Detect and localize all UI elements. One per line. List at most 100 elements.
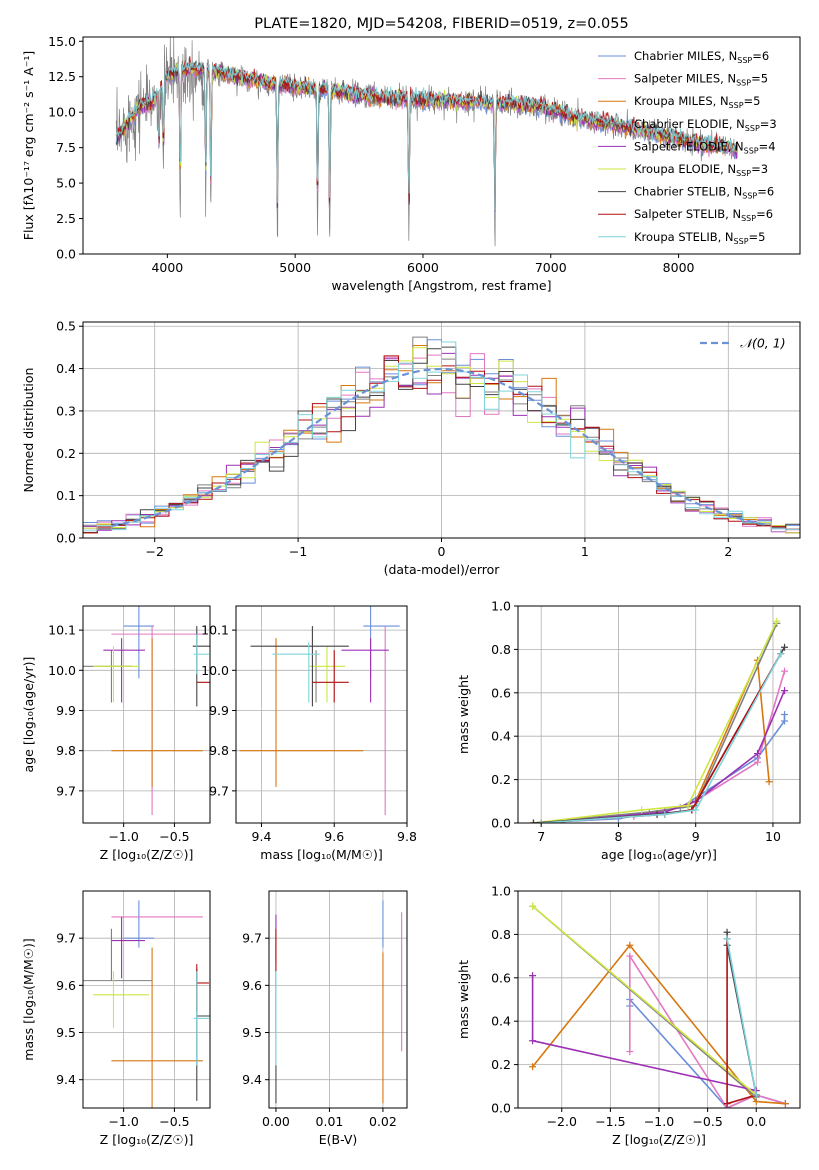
errorbar-6 [250,626,349,707]
weight-marker-6-0 [529,819,537,823]
normal-curve [111,367,769,528]
axes-frame [268,890,408,1109]
weight-marker-2-3 [781,1100,789,1108]
weight-marker-0-5 [781,711,789,718]
y-tick-label-2: 5.0 [56,176,76,191]
y-tick-label-0: 9.4 [56,1072,76,1087]
x-tick-label-3: 1 [581,544,589,559]
y-axis-label: mass weight [456,675,471,754]
errorbar-5 [308,646,346,703]
y-axis-label: Normed distribution [21,368,36,493]
x-tick-label-0: 7 [537,829,545,844]
plot-area-z-age [83,606,210,815]
x-tick-label-4: 8000 [663,260,695,275]
y-tick-label-0: 0.0 [56,531,76,546]
y-tick-label-3: 10.0 [48,663,76,678]
y-tick-label-0: 9.7 [56,783,76,798]
x-axis-label: Z [log₁₀(Z/Z☉)] [100,847,194,862]
axes-frame [82,890,211,1109]
weight-line-4 [531,975,757,1092]
weight-line-5 [532,905,757,1096]
weight-marker-6-0 [723,928,731,936]
plot-area-age-weight [529,617,789,823]
weight-marker-1-1 [626,952,634,960]
y-tick-label-0: 9.7 [209,783,229,798]
y-axis-label: Flux [fλ10⁻¹⁷ erg cm⁻² s⁻¹ A⁻¹] [21,51,36,240]
errorbar-6 [196,968,210,1101]
panel-residuals: 𝒩(0, 1) −2 −1 0 1 2 0.0 0.1 0.2 0.3 0.4 0.5 (data-mo… [21,319,801,577]
x-axis-label: age [log₁₀(age/yr)] [601,847,717,862]
y-tick-label-3: 0.3 [56,403,76,418]
y-tick-label-2: 9.9 [56,703,76,718]
y-tick-label-1: 2.5 [56,211,76,226]
errorbar-7 [196,964,209,1012]
legend: Chabrier MILES, NSSP=6 Salpeter MILES, NS… [598,49,777,246]
weight-marker-4-0 [529,972,537,980]
y-tick-label-3: 9.7 [56,931,76,946]
panel-z-age: −1.0 −0.5 9.7 9.8 9.9 10.0 10.1 Z [log₁₀(Z/Z☉)]… [21,605,211,862]
errorbar-0 [363,606,400,679]
y-tick-label-4: 0.8 [491,642,511,657]
x-tick-label-2: 6000 [407,260,439,275]
weight-marker-5-0 [529,902,537,910]
plot-area-ebv-mass [275,900,403,1104]
y-tick-label-3: 9.7 [242,931,262,946]
panel-z-mass: −1.0 −0.5 9.4 9.5 9.6 9.7 Z [log₁₀(Z/Z☉)] mass … [21,890,211,1147]
y-tick-label-4: 0.4 [56,361,76,376]
legend-entry-5: Kroupa ELODIE, NSSP=3 [634,162,768,178]
y-tick-label-0: 0.0 [491,1101,511,1116]
errorbar-4 [341,638,389,703]
axes-frame [82,36,801,255]
y-axis-label: mass weight [456,960,471,1039]
x-tick-label-0: 4000 [151,260,183,275]
weight-marker-6-3 [781,643,789,651]
legend-entry-2: Kroupa MILES, NSSP=5 [634,94,760,110]
weight-marker-1-4 [781,667,789,675]
y-tick-label-2: 0.4 [491,729,511,744]
weight-marker-1-0 [626,1048,634,1056]
x-tick-label-1: 5000 [279,260,311,275]
y-axis-label: age [log₁₀(age/yr)] [21,657,36,773]
x-tick-label-0: −2 [145,544,163,559]
errorbar-5 [93,646,139,703]
y-tick-label-3: 7.5 [56,140,76,155]
weight-line-2 [531,944,786,1105]
x-tick-label-1: −1 [289,544,307,559]
x-axis-label: mass [log₁₀(M/M☉)] [260,847,382,862]
legend-entry-0: Chabrier MILES, NSSP=6 [634,49,769,65]
y-tick-label-1: 9.8 [209,743,229,758]
weight-marker-8-3 [777,650,785,658]
x-tick-label-4: 2 [724,544,732,559]
y-tick-label-0: 0.0 [491,816,511,831]
weight-marker-7-1 [723,1100,731,1108]
weight-marker-2-0 [529,1063,537,1071]
x-axis-label: Z [log₁₀(Z/Z☉)] [612,1132,706,1147]
model-spectrum-7 [115,56,738,210]
weight-line-6 [533,646,786,823]
y-tick-label-0: 9.4 [242,1072,262,1087]
x-tick-label-0: −1.0 [108,829,138,844]
chart-title: PLATE=1820, MJD=54208, FIBERID=0519, z=0… [254,16,628,32]
axes-frame [517,605,801,824]
errorbar-1 [111,626,203,815]
y-tick-label-0: 0.0 [56,247,76,262]
errorbar-8 [193,634,209,675]
legend-entry-4: Salpeter ELODIE, NSSP=4 [634,139,776,155]
plot-area-mass-age [239,606,400,815]
x-tick-label-3: 10 [765,829,781,844]
y-tick-label-6: 15.0 [48,34,76,49]
errorbar-5 [93,971,150,1028]
legend-entry-6: Chabrier STELIB, NSSP=6 [634,185,774,201]
x-tick-label-2: 9.8 [397,829,417,844]
weight-marker-2-4 [765,778,773,786]
axes-frame [235,605,408,824]
legend-entry-7: Salpeter STELIB, NSSP=6 [634,207,773,223]
x-tick-label-1: −0.5 [159,829,189,844]
y-tick-label-1: 0.2 [491,772,511,787]
model-spectrum-8 [115,61,738,211]
errorbar-8 [272,642,320,703]
weight-line-7 [541,653,782,823]
plot-area-z-weight [529,902,789,1108]
weight-marker-2-1 [626,941,634,949]
x-tick-label-1: −0.5 [159,1114,189,1129]
